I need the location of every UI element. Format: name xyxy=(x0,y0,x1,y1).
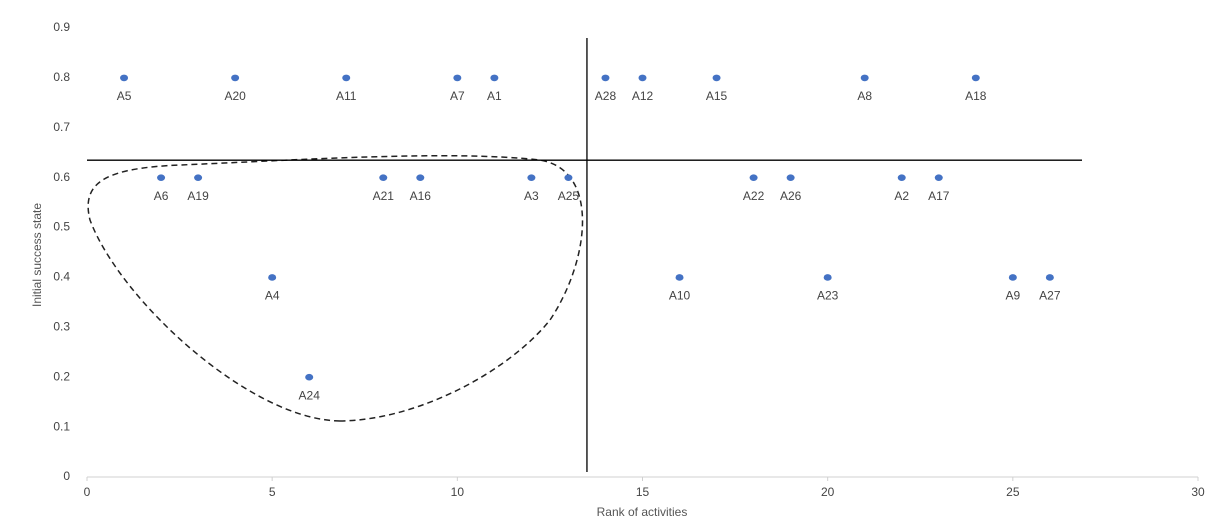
point-label: A25 xyxy=(558,189,580,203)
point xyxy=(860,74,869,82)
point xyxy=(1008,274,1017,281)
point-label: A1 xyxy=(487,89,502,103)
point-label: A9 xyxy=(1005,289,1020,303)
point-label: A11 xyxy=(336,89,357,103)
y-tick-label: 0.4 xyxy=(53,270,70,284)
point xyxy=(897,174,906,181)
point xyxy=(527,174,536,181)
x-tick-label: 5 xyxy=(269,485,276,499)
point xyxy=(564,174,573,181)
point-label: A27 xyxy=(1039,289,1061,303)
x-tick-label: 20 xyxy=(821,485,835,499)
x-tick-label: 0 xyxy=(84,485,91,499)
point xyxy=(342,74,351,82)
y-tick-label: 0.8 xyxy=(53,70,70,84)
y-tick-label: 0.5 xyxy=(53,220,70,234)
cluster-outline xyxy=(87,154,584,422)
point xyxy=(823,274,832,281)
point xyxy=(231,74,240,82)
y-tick-label: 0.7 xyxy=(53,120,70,134)
point-label: A2 xyxy=(894,189,909,203)
point xyxy=(194,174,203,181)
point-label: A21 xyxy=(373,189,395,203)
point-label: A28 xyxy=(595,89,617,103)
x-tick-label: 15 xyxy=(636,485,650,499)
y-tick-label: 0.2 xyxy=(53,369,70,383)
point-label: A15 xyxy=(706,89,728,103)
point-label: A4 xyxy=(265,289,280,303)
x-tick-label: 30 xyxy=(1191,485,1205,499)
point-label: A24 xyxy=(299,388,321,402)
point-label: A5 xyxy=(117,89,132,103)
point xyxy=(157,174,166,181)
point xyxy=(268,274,277,281)
point-label: A20 xyxy=(224,89,246,103)
point-label: A16 xyxy=(410,189,432,203)
point-label: A23 xyxy=(817,289,839,303)
x-tick-label: 10 xyxy=(451,485,465,499)
point xyxy=(1045,274,1054,281)
point-label: A10 xyxy=(669,289,691,303)
point xyxy=(379,174,388,181)
point xyxy=(120,74,129,82)
point-label: A19 xyxy=(187,189,209,203)
point-label: A22 xyxy=(743,189,765,203)
point xyxy=(305,373,314,381)
point xyxy=(712,74,721,82)
point xyxy=(601,74,610,82)
point xyxy=(416,174,425,181)
y-tick-label: 0.9 xyxy=(53,20,70,34)
x-axis-title: Rank of activities xyxy=(597,505,688,519)
y-tick-label: 0.3 xyxy=(53,320,70,334)
point xyxy=(971,74,980,82)
point xyxy=(786,174,795,181)
point-label: A17 xyxy=(928,189,950,203)
point-label: A6 xyxy=(154,189,169,203)
x-tick-label: 25 xyxy=(1006,485,1020,499)
y-tick-label: 0.1 xyxy=(53,419,70,433)
point-label: A7 xyxy=(450,89,465,103)
point xyxy=(749,174,758,181)
point xyxy=(638,74,647,82)
point xyxy=(453,74,462,82)
y-tick-label: 0 xyxy=(63,469,70,483)
point-label: A18 xyxy=(965,89,987,103)
point xyxy=(675,274,684,281)
point-label: A12 xyxy=(632,89,654,103)
point xyxy=(934,174,943,181)
point xyxy=(490,74,499,82)
point-label: A26 xyxy=(780,189,802,203)
y-axis-title: Initial success state xyxy=(30,203,44,307)
point-label: A8 xyxy=(857,89,872,103)
point-label: A3 xyxy=(524,189,539,203)
y-tick-label: 0.6 xyxy=(53,170,70,184)
